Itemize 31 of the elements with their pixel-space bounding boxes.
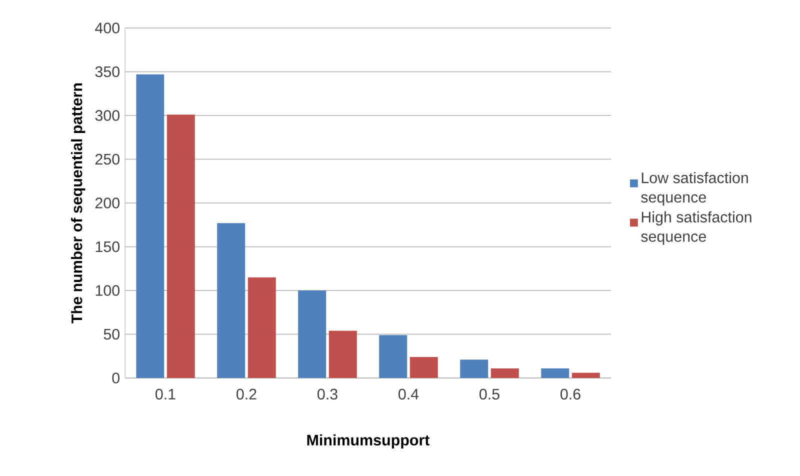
bar: [541, 368, 570, 378]
bar: [328, 330, 357, 378]
x-axis-title: Minimumsupport: [307, 434, 430, 449]
legend-label: High satisfaction sequence: [641, 211, 752, 245]
y-tick-label: 250: [95, 154, 120, 165]
legend-label: Low satisfaction sequence: [641, 172, 748, 206]
y-axis-title: The number of sequential pattern: [71, 83, 86, 324]
bar: [217, 223, 246, 378]
bar: [298, 290, 326, 378]
y-tick-label: 300: [95, 110, 120, 121]
y-tick-label: 0: [112, 372, 120, 384]
y-tick-label: 350: [95, 66, 120, 78]
x-tick-label: 0.1: [156, 388, 176, 400]
y-tick-label: 150: [96, 241, 120, 252]
x-tick-label: 0.6: [560, 388, 580, 400]
bar: [136, 74, 164, 378]
y-tick-label: 50: [104, 328, 120, 340]
bar: [572, 372, 600, 378]
y-tick-label: 400: [95, 22, 120, 34]
bar: [166, 114, 195, 378]
x-tick-label: 0.5: [480, 388, 500, 400]
y-tick-label: 100: [96, 285, 120, 296]
y-tick-label: 200: [95, 198, 120, 208]
bar: [248, 277, 276, 378]
bar: [490, 368, 519, 378]
bar: [410, 357, 438, 378]
bar: [379, 335, 408, 378]
x-tick-label: 0.4: [398, 388, 419, 400]
x-tick-label: 0.2: [236, 388, 256, 400]
bar: [460, 360, 488, 378]
x-tick-label: 0.3: [318, 388, 338, 400]
